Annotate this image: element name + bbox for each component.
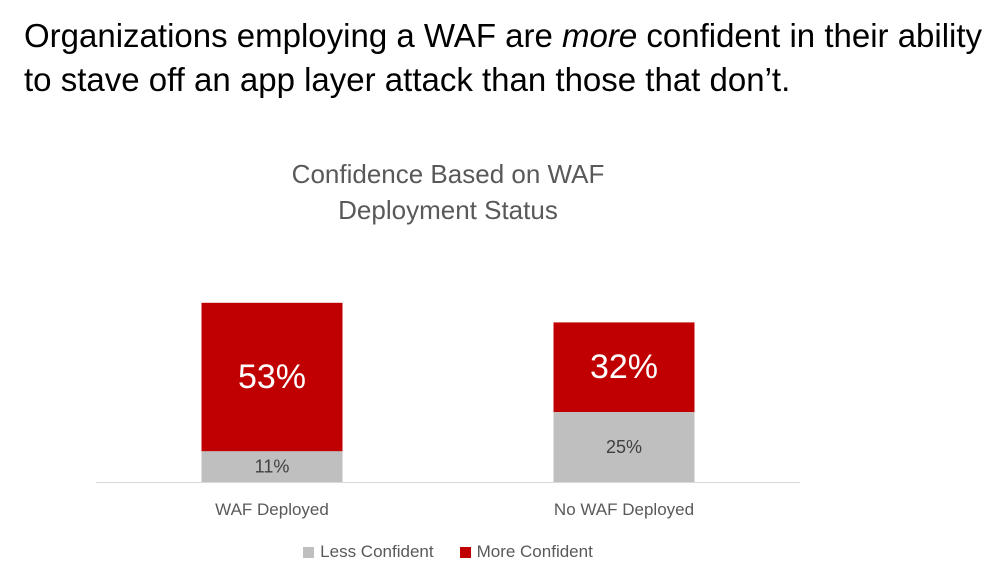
bar-waf-deployed-more-confident (201, 302, 343, 452)
bar-waf-deployed-less-confident (201, 451, 343, 482)
legend-item-less-confident: Less Confident (303, 542, 434, 562)
headline: Organizations employing a WAF are more c… (24, 14, 994, 102)
headline-text-after: confident in their ability to stave off … (24, 17, 983, 98)
bar-no-waf-deployed-more-confident (553, 322, 695, 412)
chart-legend: Less Confident More Confident (0, 542, 896, 562)
headline-text-before: Organizations employing a WAF are (24, 17, 563, 54)
legend-swatch-less-confident (303, 546, 315, 558)
chart-title-line-2: Deployment Status (338, 195, 558, 225)
data-label-no-waf-deployed-more-confident: 32% (590, 348, 658, 386)
legend-label-more-confident: More Confident (476, 542, 593, 561)
legend-item-more-confident: More Confident (459, 542, 593, 562)
data-label-waf-deployed-more-confident: 53% (238, 358, 306, 396)
data-label-waf-deployed-less-confident: 11% (255, 457, 290, 477)
legend-label-less-confident: Less Confident (320, 542, 434, 561)
x-tick-label-no-waf-deployed: No WAF Deployed (554, 500, 694, 519)
data-label-no-waf-deployed-less-confident: 25% (606, 437, 642, 457)
x-tick-label-waf-deployed: WAF Deployed (215, 500, 329, 519)
headline-emphasis: more (562, 17, 638, 54)
chart-title: Confidence Based on WAF Deployment Statu… (0, 156, 896, 228)
legend-swatch-more-confident (459, 546, 471, 558)
chart-title-line-1: Confidence Based on WAF (291, 159, 605, 189)
bar-no-waf-deployed-less-confident (553, 412, 695, 482)
